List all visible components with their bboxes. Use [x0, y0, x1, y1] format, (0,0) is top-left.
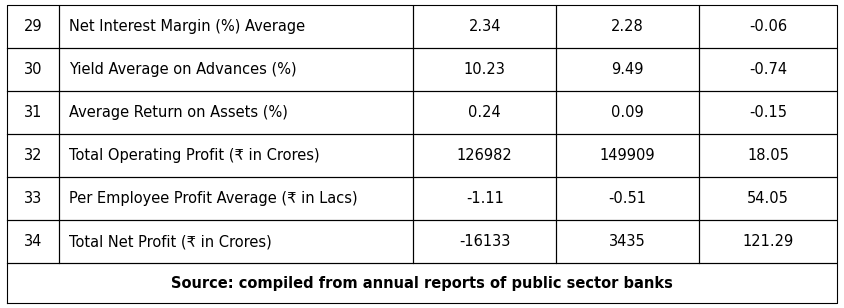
Text: 32: 32 — [24, 148, 42, 163]
Text: -0.15: -0.15 — [749, 105, 787, 120]
Text: Total Net Profit (₹ in Crores): Total Net Profit (₹ in Crores) — [69, 234, 272, 249]
Text: -0.74: -0.74 — [749, 62, 787, 77]
Text: Yield Average on Advances (%): Yield Average on Advances (%) — [69, 62, 296, 77]
Text: 34: 34 — [24, 234, 42, 249]
Text: 2.28: 2.28 — [611, 19, 644, 34]
Text: Net Interest Margin (%) Average: Net Interest Margin (%) Average — [69, 19, 305, 34]
Text: 121.29: 121.29 — [743, 234, 793, 249]
Text: 31: 31 — [24, 105, 42, 120]
Text: 33: 33 — [24, 191, 42, 206]
Text: Per Employee Profit Average (₹ in Lacs): Per Employee Profit Average (₹ in Lacs) — [69, 191, 357, 206]
Text: 30: 30 — [24, 62, 42, 77]
Text: 2.34: 2.34 — [468, 19, 501, 34]
Text: 9.49: 9.49 — [611, 62, 644, 77]
Text: Total Operating Profit (₹ in Crores): Total Operating Profit (₹ in Crores) — [69, 148, 319, 163]
Text: 3435: 3435 — [609, 234, 646, 249]
Text: 54.05: 54.05 — [747, 191, 789, 206]
Text: -16133: -16133 — [459, 234, 511, 249]
Text: 10.23: 10.23 — [464, 62, 506, 77]
Text: 0.09: 0.09 — [611, 105, 644, 120]
Text: -0.51: -0.51 — [609, 191, 647, 206]
Text: 149909: 149909 — [599, 148, 655, 163]
Text: -0.06: -0.06 — [749, 19, 787, 34]
Text: 18.05: 18.05 — [747, 148, 789, 163]
Text: 0.24: 0.24 — [468, 105, 501, 120]
Text: -1.11: -1.11 — [466, 191, 504, 206]
Text: 29: 29 — [24, 19, 42, 34]
Text: Source: compiled from annual reports of public sector banks: Source: compiled from annual reports of … — [171, 276, 673, 291]
Text: Average Return on Assets (%): Average Return on Assets (%) — [69, 105, 288, 120]
Text: 126982: 126982 — [457, 148, 512, 163]
